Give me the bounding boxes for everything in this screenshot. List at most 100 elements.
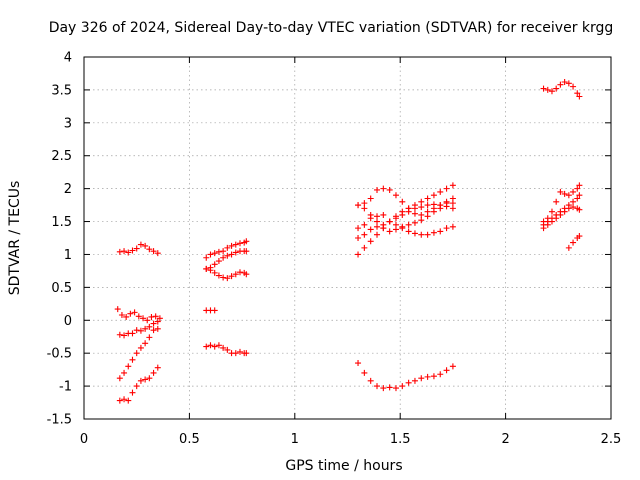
data-point xyxy=(125,363,132,370)
series-arc-20 xyxy=(540,192,583,225)
data-point xyxy=(443,367,450,374)
data-point xyxy=(154,318,161,325)
data-point xyxy=(449,182,456,189)
y-tick-label: 1.5 xyxy=(51,215,72,230)
data-point xyxy=(361,200,368,207)
data-point xyxy=(224,244,231,251)
data-point xyxy=(228,251,235,258)
series-arc-5 xyxy=(116,364,161,404)
data-point xyxy=(540,85,547,92)
data-point xyxy=(449,195,456,202)
data-point xyxy=(142,242,149,249)
y-tick-label: 2 xyxy=(64,182,72,197)
data-point xyxy=(361,369,368,376)
data-point xyxy=(411,377,418,384)
y-tick-label: -1 xyxy=(59,380,72,395)
data-point xyxy=(418,211,425,218)
data-point xyxy=(224,346,231,353)
data-point xyxy=(220,274,227,281)
data-point xyxy=(367,226,374,233)
data-point xyxy=(430,201,437,208)
data-point xyxy=(565,80,572,87)
data-point xyxy=(399,383,406,390)
data-point xyxy=(133,383,140,390)
data-point xyxy=(232,249,239,256)
series-arc-15 xyxy=(355,201,456,241)
data-point xyxy=(399,198,406,205)
data-point xyxy=(137,327,144,334)
data-point xyxy=(203,265,210,272)
data-point xyxy=(399,223,406,230)
data-point xyxy=(399,211,406,218)
data-point xyxy=(148,313,155,320)
data-point xyxy=(133,245,140,252)
data-point xyxy=(574,90,581,97)
chart-title: Day 326 of 2024, Sidereal Day-to-day VTE… xyxy=(49,20,614,36)
data-point xyxy=(565,244,572,251)
data-point xyxy=(374,213,381,220)
series-arc-16 xyxy=(355,195,456,235)
data-point xyxy=(355,360,362,367)
series-arc-2 xyxy=(114,306,163,324)
series-arc-1 xyxy=(116,241,161,257)
data-point xyxy=(243,248,250,255)
data-point xyxy=(548,215,555,222)
data-point xyxy=(137,377,144,384)
data-point xyxy=(430,208,437,215)
data-point xyxy=(150,320,157,327)
data-point xyxy=(129,356,136,363)
data-point xyxy=(449,205,456,212)
data-point xyxy=(154,325,161,332)
data-point xyxy=(129,330,136,337)
data-point xyxy=(576,233,583,240)
x-tick-label: 0.5 xyxy=(179,432,200,447)
data-point xyxy=(392,226,399,233)
x-tick-label: 1.5 xyxy=(390,432,411,447)
data-point xyxy=(570,239,577,246)
data-point xyxy=(224,252,231,259)
data-point xyxy=(125,249,132,256)
data-point xyxy=(561,190,568,197)
data-point xyxy=(207,251,214,258)
data-point xyxy=(224,275,231,282)
data-point xyxy=(211,269,218,276)
data-point xyxy=(146,323,153,330)
data-point xyxy=(146,246,153,253)
data-point xyxy=(116,375,123,382)
data-point xyxy=(220,344,227,351)
y-tick-label: 3 xyxy=(64,116,72,131)
data-point xyxy=(576,182,583,189)
data-point xyxy=(374,186,381,193)
data-point xyxy=(361,244,368,251)
data-point xyxy=(411,219,418,226)
data-point xyxy=(548,88,555,95)
data-point xyxy=(557,208,564,215)
data-point xyxy=(232,241,239,248)
data-point xyxy=(437,228,444,235)
data-point xyxy=(121,369,128,376)
series-arc-6 xyxy=(203,238,250,261)
data-point xyxy=(215,248,222,255)
y-tick-label: 2.5 xyxy=(51,149,72,164)
data-point xyxy=(152,313,159,320)
data-point xyxy=(116,397,123,404)
data-point xyxy=(565,202,572,209)
data-point xyxy=(418,375,425,382)
data-point xyxy=(544,218,551,225)
data-point xyxy=(142,325,149,332)
y-axis-label: SDTVAR / TECUs xyxy=(7,181,23,296)
x-axis: 0 0.5 1 1.5 2 2.5 xyxy=(80,57,621,447)
data-point xyxy=(207,267,214,274)
data-point xyxy=(405,221,412,228)
data-point xyxy=(220,248,227,255)
data-point xyxy=(386,186,393,193)
data-point xyxy=(243,271,250,278)
data-point xyxy=(236,269,243,276)
series-arc-11 xyxy=(355,360,456,392)
data-point xyxy=(418,217,425,224)
data-point xyxy=(418,204,425,211)
data-point xyxy=(374,383,381,390)
y-tick-label: 0.5 xyxy=(51,281,72,296)
data-point xyxy=(561,79,568,86)
